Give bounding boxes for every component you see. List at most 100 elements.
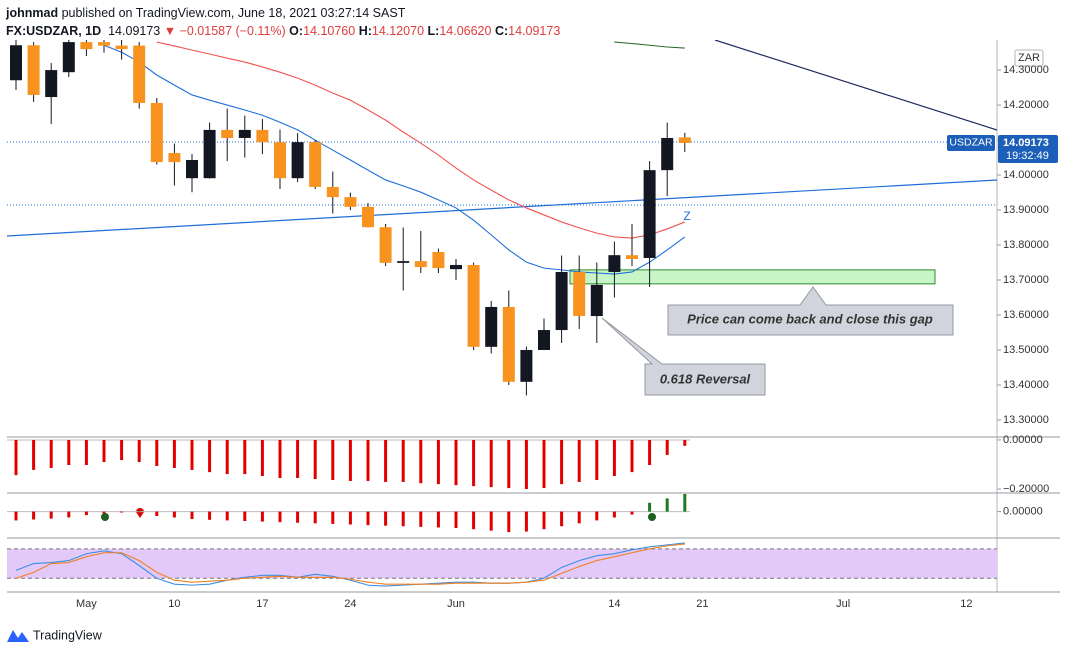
callout-text: Price can come back and close this gap [687,311,933,326]
price: 14.09173 [108,24,161,38]
candle-body [678,137,691,143]
bar [560,511,564,527]
bar [542,439,546,489]
candle-body [203,129,216,179]
currency: ZAR [1018,52,1040,64]
bar [331,439,335,480]
bar [595,511,599,521]
bar [172,511,176,518]
candle-body [115,45,128,50]
bar [454,511,458,529]
bar [384,439,388,482]
symbol-tag-box [947,134,995,151]
bar [243,439,247,475]
candle-body [450,264,462,270]
y-tick-label: −0.20000 [1003,483,1049,495]
bar [172,439,176,468]
y-tick-label: 13.30000 [1003,414,1049,426]
candle-body [538,330,550,350]
published: published on TradingView.com, June 18, 2… [61,6,406,20]
bar [489,511,493,531]
bar [84,511,88,516]
ohlc-h: H:14.12070 [359,24,424,38]
candle-body [98,42,110,46]
bar [472,439,476,487]
line-series [15,542,685,587]
trendline [714,40,997,131]
bar [454,439,458,486]
bar [243,511,247,521]
author: johnmad [6,6,59,20]
bar [225,439,229,475]
bar [612,511,616,518]
line-series [156,41,686,239]
bar [542,511,546,530]
x-tick-label: Jul [836,598,850,610]
candle-body [467,264,480,347]
symbol: FX:USDZAR, 1D [6,24,102,38]
ohlc-label: L: [427,24,440,38]
bar [366,511,370,526]
ohlc-value: 14.12070 [371,24,425,38]
y-tick-label: 14.00000 [1003,169,1049,181]
y-tick-label: 13.70000 [1003,274,1049,286]
bar [331,511,335,524]
bar [260,511,264,522]
candle-body [326,186,339,198]
callout [601,317,766,396]
bar [630,511,634,515]
currency-box [1014,49,1044,67]
plot-area [10,40,936,396]
candle-body [291,142,304,179]
ohlc-label: O: [289,24,304,38]
bar [49,439,53,468]
gap-zone [569,269,936,285]
bar [260,439,264,477]
candle-body [62,42,75,73]
candle-body [626,255,638,260]
signal-dot [136,508,144,518]
ohlc-label: C: [494,24,509,38]
line-series [614,41,685,49]
x-tick-label: May [76,598,97,610]
change: ▼ −0.01587 (−0.11%) [163,24,286,38]
bar [630,439,634,473]
bar [278,439,282,479]
symbol-tag: USDZAR [949,137,993,149]
x-tick-label: 12 [960,598,972,610]
bar [472,511,476,530]
signal-dot [101,513,109,521]
countdown: 19:32:49 [1006,150,1049,162]
x-tick-label: 21 [696,598,708,610]
bar [612,439,616,477]
bar [524,511,528,532]
bar [67,439,71,465]
trendline [7,179,997,237]
candle-body [150,102,163,163]
bar [419,511,423,527]
layout: Price can come back and close this gap 0… [7,40,1060,642]
candle-body [502,306,515,382]
candle-body [414,261,427,268]
line-series [103,44,686,275]
bar [32,439,36,470]
bar [348,511,352,525]
bar [120,439,124,461]
price-label: 14.09173 [1003,137,1049,149]
ohlc-value: 14.09173 [508,24,561,38]
callout-text: 0.618 Reversal [660,371,751,386]
ohlc-l: L:14.06620 [428,24,492,38]
price-box [998,134,1058,163]
bar [32,511,36,520]
candle-body [238,129,251,138]
bar [225,511,229,521]
bar [296,439,300,479]
bar [313,511,317,524]
candle-body [309,142,322,187]
bar [489,439,493,488]
bar [102,511,106,514]
bar [49,511,53,519]
y-tick-label: 14.30000 [1003,64,1049,76]
candle-body [133,45,146,103]
